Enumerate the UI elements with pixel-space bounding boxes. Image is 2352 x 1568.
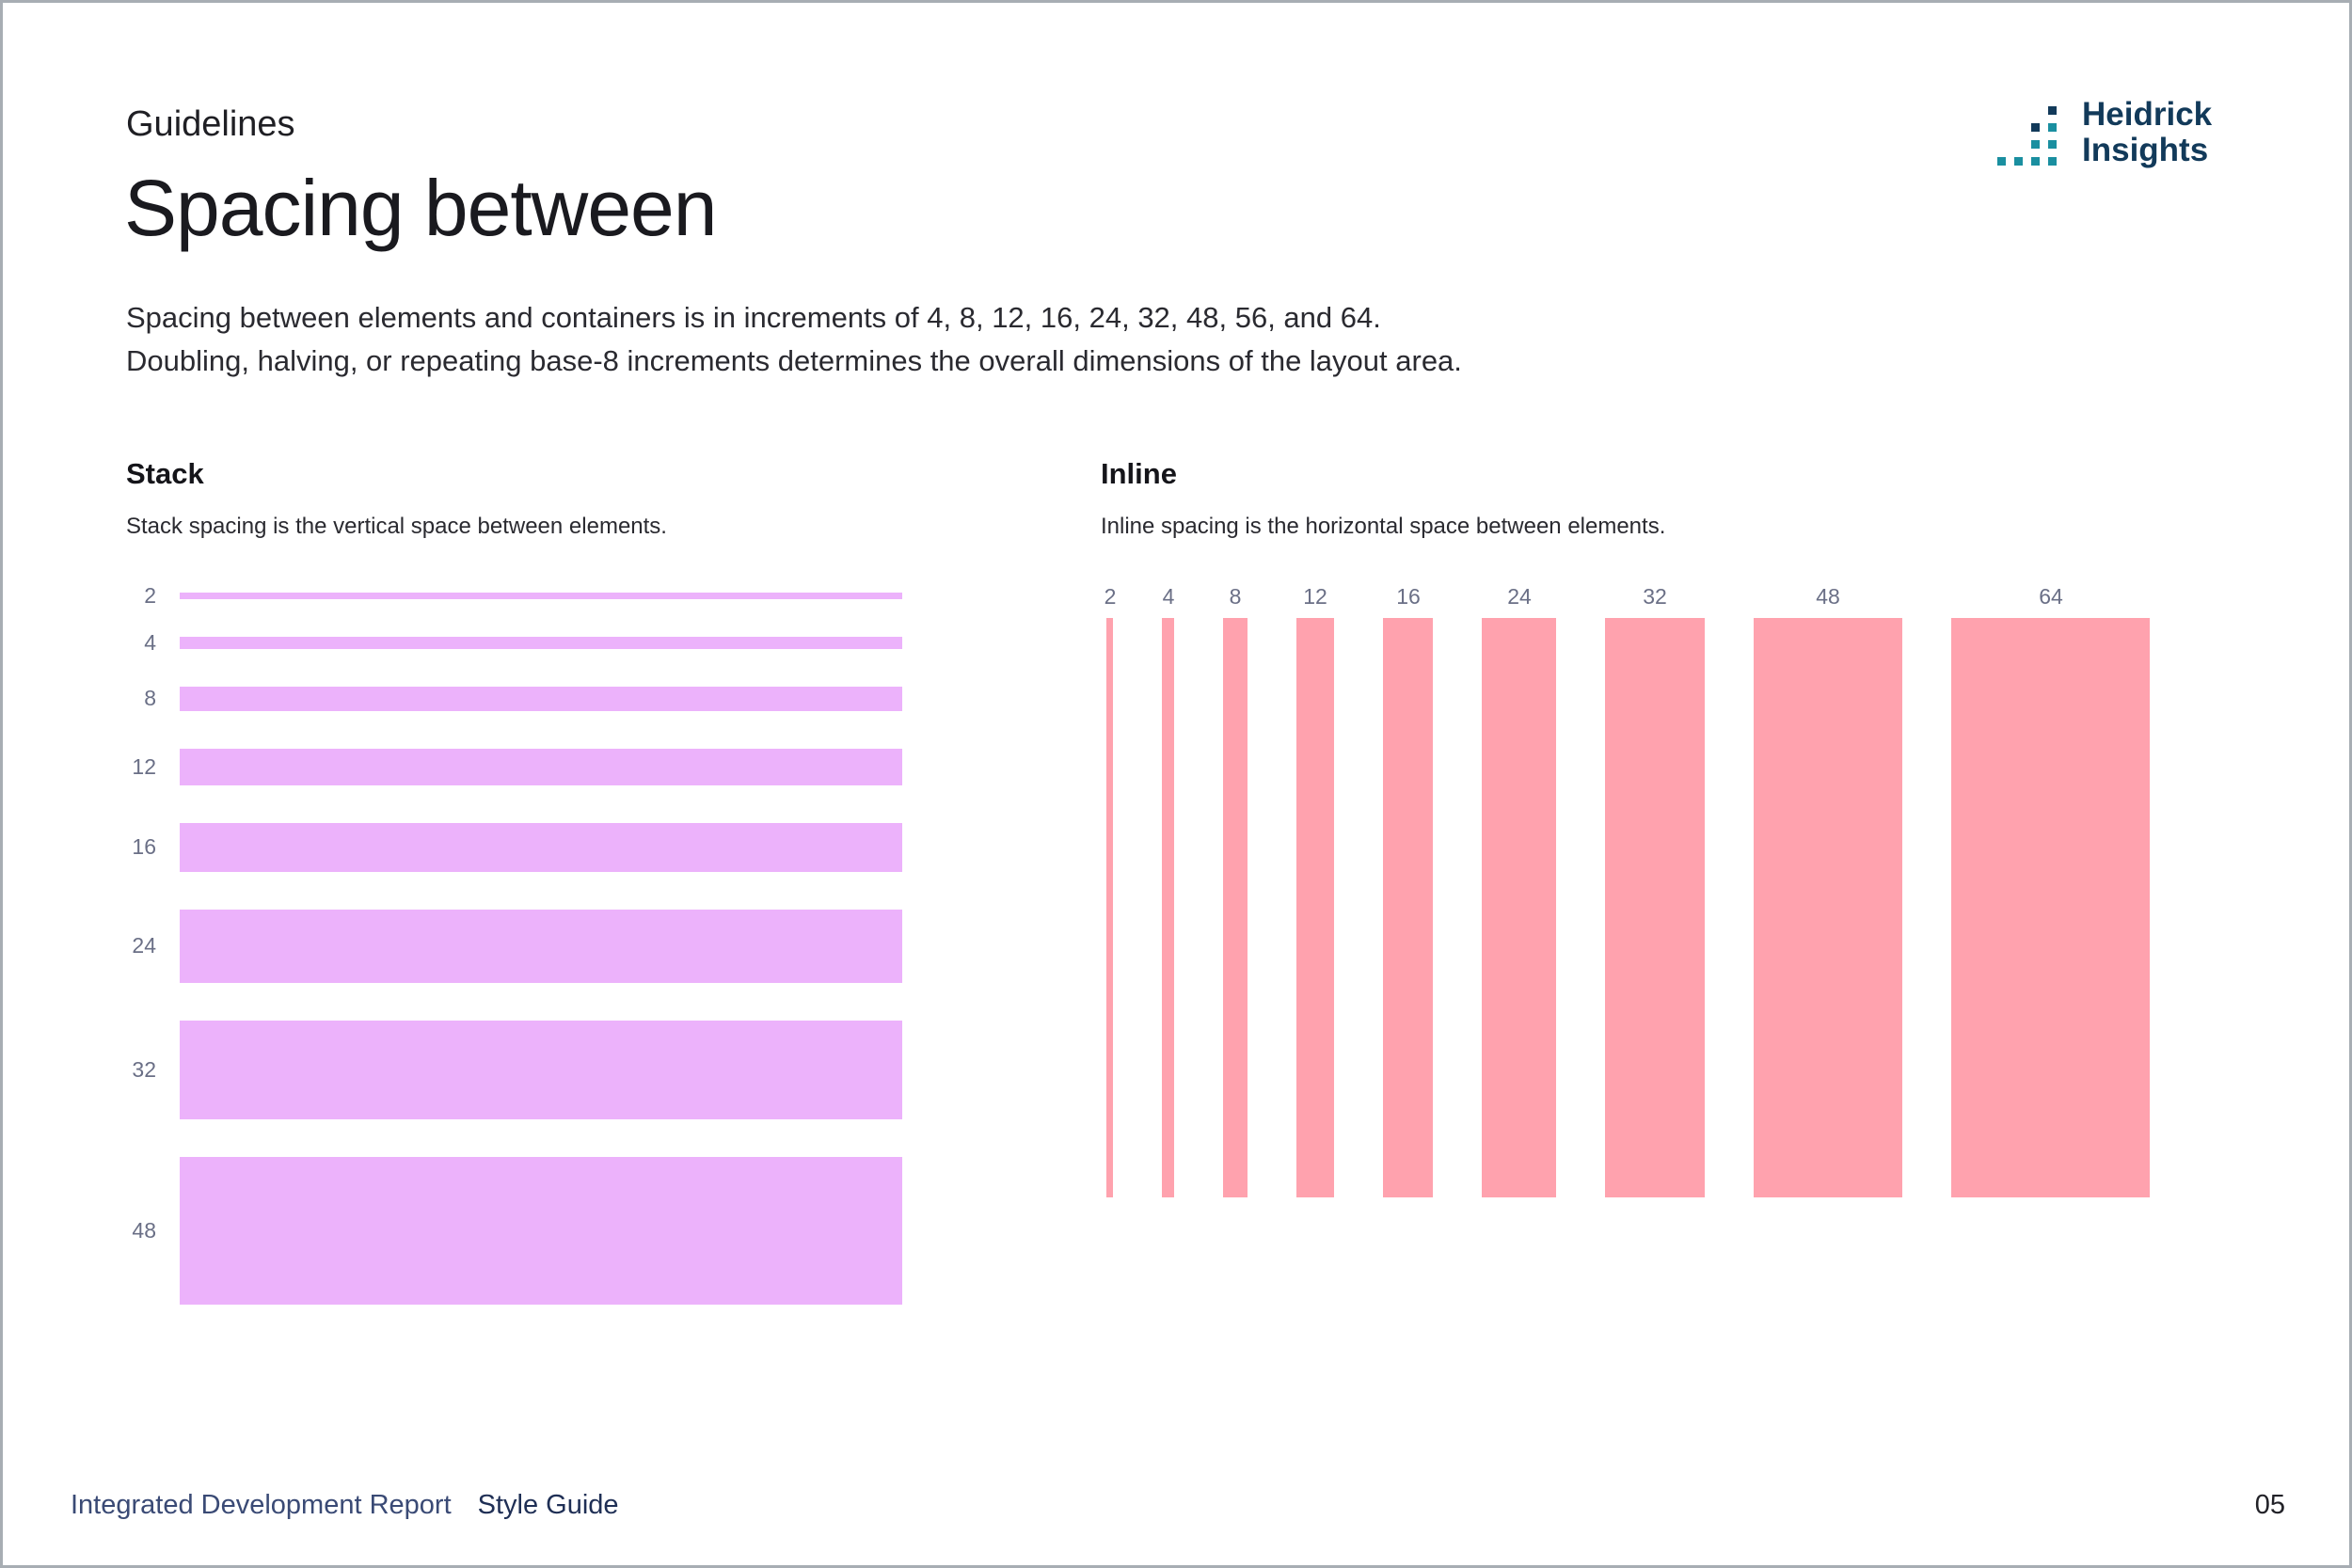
stack-description: Stack spacing is the vertical space betw… <box>126 514 667 539</box>
logo-wordmark: Heidrick Insights <box>2082 97 2212 168</box>
inline-label-2: 2 <box>1104 584 1117 609</box>
footer-report-name: Integrated Development Report <box>71 1490 452 1520</box>
stack-label-12: 12 <box>132 754 156 779</box>
page-description: Spacing between elements and containers … <box>126 296 1462 383</box>
stack-label-4: 4 <box>144 630 156 655</box>
inline-label-16: 16 <box>1396 584 1421 609</box>
stack-label-8: 8 <box>144 686 156 710</box>
inline-label-32: 32 <box>1643 584 1667 609</box>
inline-bar-8 <box>1223 618 1248 1197</box>
stack-bar-8 <box>180 687 902 711</box>
inline-label-12: 12 <box>1303 584 1327 609</box>
stack-label-2: 2 <box>144 583 156 608</box>
inline-bar-24 <box>1482 618 1556 1197</box>
inline-bar-4 <box>1162 618 1174 1197</box>
stack-label-32: 32 <box>132 1057 156 1082</box>
stack-title: Stack <box>126 457 204 490</box>
footer-breadcrumb: Integrated Development Report Style Guide <box>71 1488 619 1522</box>
inline-bar-48 <box>1754 618 1902 1197</box>
inline-label-64: 64 <box>2039 584 2063 609</box>
logo-line-2: Insights <box>2082 132 2209 168</box>
inline-bar-2 <box>1106 618 1113 1197</box>
stack-bar-32 <box>180 1021 902 1119</box>
dots-logo-icon <box>1997 106 2057 166</box>
inline-description: Inline spacing is the horizontal space b… <box>1101 514 1666 539</box>
inline-bar-32 <box>1605 618 1705 1197</box>
stack-bar-16 <box>180 823 902 872</box>
stack-label-16: 16 <box>132 834 156 859</box>
description-line-1: Spacing between elements and containers … <box>126 301 1381 334</box>
stack-bar-24 <box>180 910 902 983</box>
inline-label-4: 4 <box>1162 584 1175 609</box>
stack-bar-12 <box>180 749 902 785</box>
page-number: 05 <box>2254 1490 2285 1520</box>
stack-bar-4 <box>180 637 902 649</box>
stack-bar-48 <box>180 1157 902 1305</box>
section-eyebrow: Guidelines <box>126 104 295 144</box>
footer-guide-name: Style Guide <box>477 1490 619 1520</box>
inline-title: Inline <box>1101 457 1177 490</box>
inline-bar-12 <box>1296 618 1334 1197</box>
inline-label-24: 24 <box>1507 584 1532 609</box>
description-line-2: Doubling, halving, or repeating base-8 i… <box>126 344 1462 377</box>
inline-label-8: 8 <box>1229 584 1242 609</box>
page-title: Spacing between <box>124 164 717 252</box>
logo-line-1: Heidrick <box>2082 96 2213 133</box>
inline-bar-64 <box>1951 618 2150 1197</box>
stack-bar-2 <box>180 593 902 599</box>
stack-label-48: 48 <box>132 1218 156 1243</box>
heidrick-insights-logo: Heidrick Insights <box>1995 97 2235 172</box>
inline-label-48: 48 <box>1816 584 1840 609</box>
inline-bar-16 <box>1383 618 1433 1197</box>
stack-spacing-chart: 2 4 8 12 16 24 32 48 <box>3 3 944 1414</box>
stack-label-24: 24 <box>132 933 156 958</box>
